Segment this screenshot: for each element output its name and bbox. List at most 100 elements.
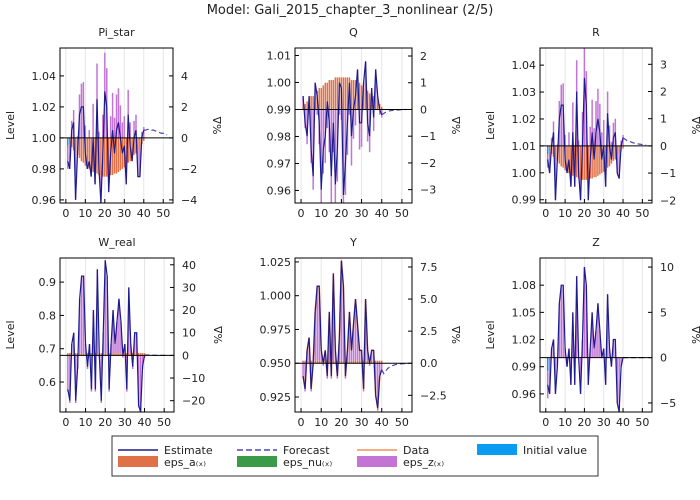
eps-z-bar xyxy=(595,330,597,358)
panel-title: Z xyxy=(592,236,600,249)
x-tick-label: 40 xyxy=(138,416,152,429)
eps-a-bar xyxy=(332,80,335,110)
eps-a-bar xyxy=(614,145,617,160)
left-tick-label: 0.99 xyxy=(512,361,537,374)
eps-z-bar xyxy=(354,299,357,361)
eps-z-bar xyxy=(111,92,114,138)
eps-z-bar xyxy=(69,355,71,403)
eps-a-bar xyxy=(622,145,624,149)
eps-z-bar xyxy=(102,114,104,138)
x-tick-label: 0 xyxy=(62,207,69,220)
eps-z-bar xyxy=(352,109,355,139)
right-axis-label: %Δ xyxy=(450,116,463,134)
right-tick-label: 10 xyxy=(182,327,196,340)
right-tick-label: −1 xyxy=(420,130,436,143)
eps-z-bar xyxy=(606,294,609,358)
eps-a-bar xyxy=(342,360,345,364)
eps-a-bar xyxy=(322,85,324,110)
left-tick-label: 1.00 xyxy=(32,132,57,145)
plot-area xyxy=(302,61,406,203)
x-tick-label: 20 xyxy=(577,207,591,220)
eps-z-bar xyxy=(548,357,551,394)
eps-a-bar xyxy=(92,137,94,172)
x-tick-label: 30 xyxy=(355,207,369,220)
eps-z-bar xyxy=(358,109,361,150)
eps-a-bar xyxy=(340,360,343,364)
eps-a-bar xyxy=(360,85,363,110)
eps-a-bar xyxy=(115,137,118,174)
right-axis-label: %Δ xyxy=(690,326,700,344)
left-tick-label: 0.950 xyxy=(260,357,292,370)
eps-a-bar xyxy=(566,145,568,172)
left-tick-label: 0.8 xyxy=(39,309,57,322)
eps-a-bar xyxy=(94,137,96,174)
x-tick-label: 0 xyxy=(542,207,549,220)
eps-z-bar xyxy=(121,122,124,138)
eps-a-bar xyxy=(336,77,339,110)
eps-z-bar xyxy=(67,148,69,169)
eps-z-bar xyxy=(104,260,106,354)
left-tick-label: 0.925 xyxy=(260,391,292,404)
eps-a-bar xyxy=(554,145,557,160)
x-tick-label: 10 xyxy=(558,416,572,429)
axes-frame xyxy=(294,257,413,413)
x-tick-label: 40 xyxy=(616,416,630,429)
eps-z-bar xyxy=(562,285,564,358)
eps-a-bar xyxy=(78,137,81,159)
left-tick-label: 0.99 xyxy=(267,103,292,116)
eps-a-bar xyxy=(306,101,308,110)
eps-z-bar xyxy=(558,303,561,358)
eps-a-bar xyxy=(346,360,349,364)
eps-a-bar xyxy=(318,88,320,110)
x-tick-label: 50 xyxy=(395,207,409,220)
eps-a-bar xyxy=(74,353,77,356)
eps-a-bar xyxy=(114,353,116,356)
left-tick-label: 1.025 xyxy=(260,256,292,269)
eps-a-bar xyxy=(131,353,134,356)
eps-z-bar xyxy=(109,116,112,138)
eps-z-bar xyxy=(602,120,605,146)
axes-frame xyxy=(59,47,174,204)
plot-area xyxy=(67,52,168,203)
left-tick-label: 1.02 xyxy=(512,334,537,347)
eps-z-bar xyxy=(139,355,142,412)
eps-z-bar xyxy=(338,109,341,115)
eps-z-bar xyxy=(564,135,566,146)
eps-a-bar xyxy=(130,353,132,356)
eps-a-bar xyxy=(128,353,130,356)
eps-a-bar xyxy=(618,145,620,155)
eps-z-bar xyxy=(316,109,318,115)
eps-a-bar xyxy=(102,353,104,356)
eps-a-bar xyxy=(316,360,318,364)
eps-a-bar xyxy=(599,145,601,175)
eps-a-bar xyxy=(113,137,116,174)
x-tick-label: 50 xyxy=(635,416,649,429)
eps-a-bar xyxy=(370,96,373,110)
x-tick-label: 10 xyxy=(314,207,328,220)
eps-a-bar xyxy=(572,145,574,176)
eps-a-bar xyxy=(324,360,327,364)
right-tick-label: −5 xyxy=(660,397,676,410)
eps-a-bar xyxy=(304,104,306,110)
right-tick-label: 10 xyxy=(660,261,674,274)
eps-a-bar xyxy=(308,360,310,364)
right-tick-label: 30 xyxy=(182,281,196,294)
eps-a-bar xyxy=(368,93,371,110)
eps-a-bar xyxy=(104,353,106,356)
x-tick-label: 50 xyxy=(156,207,170,220)
eps-a-bar xyxy=(338,360,341,364)
eps-a-bar xyxy=(117,137,120,172)
eps-a-bar xyxy=(352,360,355,364)
eps-a-bar xyxy=(82,353,85,356)
right-tick-label: 2 xyxy=(420,50,427,63)
left-tick-label: 1.04 xyxy=(512,59,537,72)
initial-bar xyxy=(67,137,69,146)
eps-z-bar xyxy=(320,109,322,203)
eps-a-bar xyxy=(374,360,377,364)
right-tick-label: 0 xyxy=(420,103,427,116)
eps-z-bar xyxy=(100,355,103,403)
eps-a-bar xyxy=(583,145,586,180)
eps-a-bar xyxy=(100,353,103,356)
right-tick-label: 3 xyxy=(660,58,667,71)
eps-a-bar xyxy=(604,145,607,171)
